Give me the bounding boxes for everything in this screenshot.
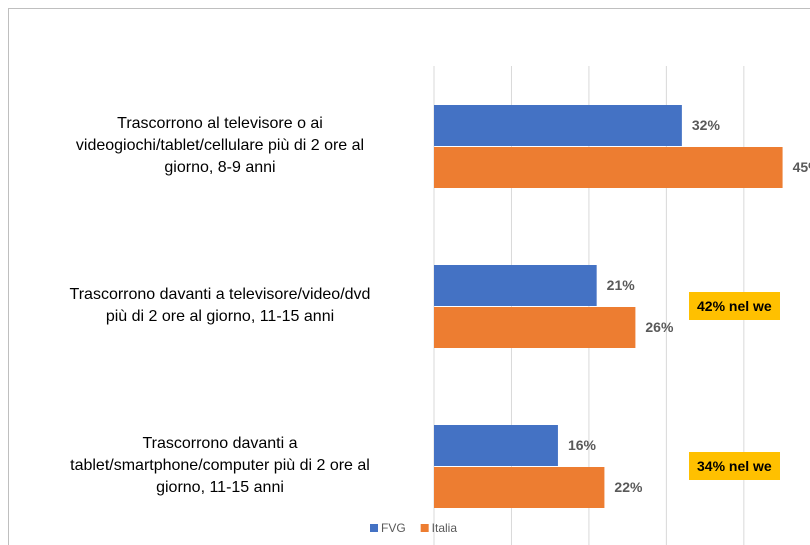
legend-swatch — [420, 524, 429, 532]
legend-label: Italia — [432, 521, 458, 535]
category-label: Trascorrono al televisore o ai videogioc… — [75, 115, 365, 176]
category-label: Trascorrono davanti a tablet/smartphone/… — [70, 435, 370, 496]
value-label: 45% — [793, 159, 810, 175]
value-label: 22% — [614, 479, 643, 495]
annotation: 34% nel we — [689, 452, 780, 480]
value-label: 32% — [692, 117, 721, 133]
legend-label: FVG — [381, 521, 406, 535]
bar — [434, 265, 597, 306]
annotation: 42% nel we — [689, 292, 780, 320]
frame — [8, 8, 810, 545]
bar — [434, 147, 783, 188]
value-label: 21% — [607, 277, 636, 293]
bar — [434, 105, 682, 146]
category-label: Trascorrono davanti a televisore/video/d… — [69, 286, 371, 325]
value-label: 26% — [645, 319, 674, 335]
bar — [434, 425, 558, 466]
legend-swatch — [370, 524, 378, 532]
bar — [434, 307, 636, 348]
value-label: 16% — [568, 437, 597, 453]
bar — [434, 467, 605, 508]
